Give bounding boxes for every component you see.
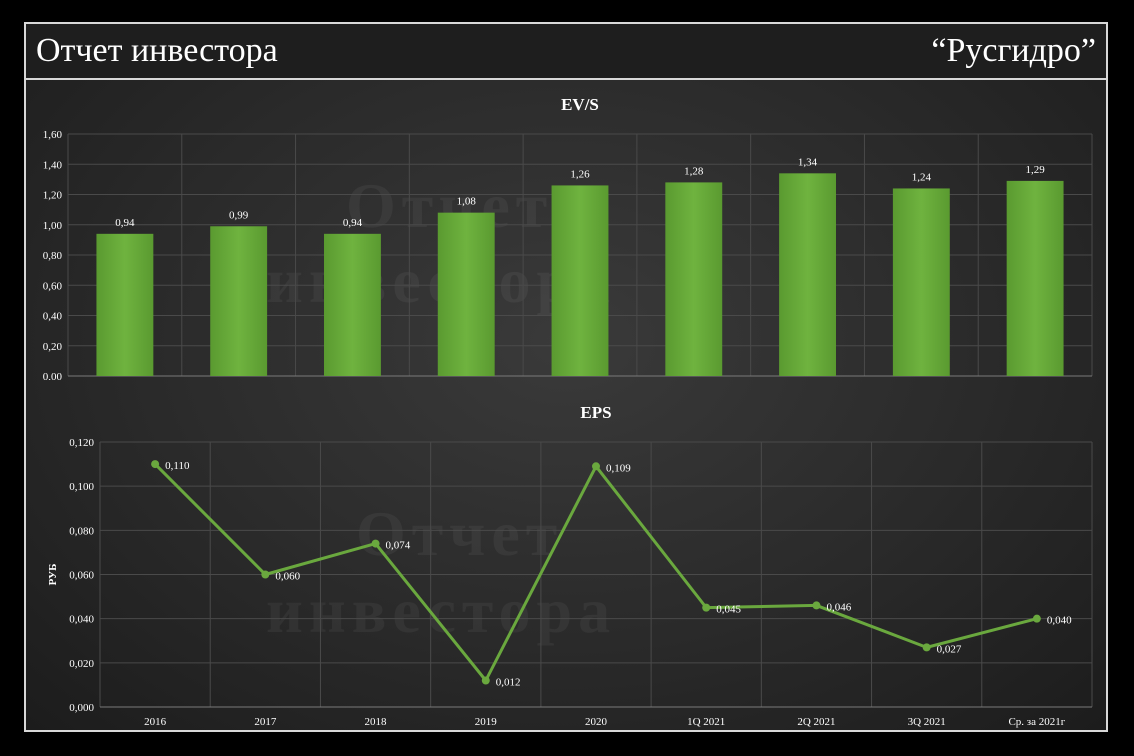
eps-point	[702, 603, 711, 612]
evs-chart: EV/S 0,00 0,20 0,40 0,60 0,80 1,00 1,20 1,40 1,60…	[43, 95, 1093, 380]
evs-bar	[1006, 180, 1064, 376]
evs-data-label: 1,28	[684, 165, 704, 177]
evs-data-label: 1,26	[570, 168, 590, 180]
evs-data-label: 0,94	[115, 217, 135, 229]
evs-bar	[665, 182, 723, 376]
eps-data-label: 0,110	[165, 460, 190, 472]
evs-y-tick-label: 0,00	[43, 371, 63, 380]
evs-bar	[210, 226, 268, 376]
eps-x-tick-label: 2Q 2021	[797, 716, 835, 728]
evs-bar	[96, 233, 154, 376]
eps-data-label: 0,012	[496, 677, 521, 689]
evs-y-tick-label: 1,60	[43, 129, 63, 141]
eps-x-tick-label: 2016	[144, 716, 167, 728]
eps-y-tick-label: 0,040	[69, 614, 94, 626]
eps-point	[371, 539, 380, 548]
eps-y-tick-label: 0,100	[69, 481, 94, 493]
evs-y-tick-label: 0,60	[43, 280, 63, 292]
evs-data-label: 1,29	[1025, 164, 1045, 176]
eps-x-tick-label: 3Q 2021	[908, 716, 946, 728]
evs-data-label: 1,24	[912, 171, 932, 183]
eps-y-tick-label: 0,020	[69, 658, 94, 670]
eps-y-tick-label: 0,080	[69, 525, 94, 537]
watermark-bottom-line1: Отчет	[356, 498, 564, 569]
eps-y-axis-label: РУБ	[47, 564, 59, 586]
watermark-bottom-line2: инвестора	[266, 575, 617, 646]
eps-point	[151, 460, 160, 469]
eps-y-tick-label: 0,000	[69, 702, 94, 714]
evs-data-label: 0,99	[229, 209, 249, 221]
evs-y-tick-label: 1,00	[43, 220, 63, 232]
evs-y-tick-label: 0,40	[43, 311, 63, 323]
evs-data-label: 0,94	[343, 217, 363, 229]
evs-y-tick-label: 1,20	[43, 190, 63, 202]
eps-y-tick-label: 0,120	[69, 437, 94, 449]
header-bar: Отчет инвестора “Русгидро”	[26, 24, 1106, 80]
eps-point	[1032, 614, 1041, 623]
eps-data-label: 0,040	[1047, 615, 1072, 627]
header-title: Отчет инвестора	[36, 32, 278, 69]
evs-data-label: 1,08	[457, 196, 477, 208]
evs-y-tick-label: 0,20	[43, 341, 63, 353]
evs-bar	[324, 233, 381, 376]
evs-data-label: 1,34	[798, 156, 818, 168]
evs-y-tick-label: 1,40	[43, 159, 63, 171]
eps-y-tick-label: 0,060	[69, 570, 94, 582]
eps-point	[592, 462, 600, 471]
eps-x-tick-label: 2017	[254, 716, 277, 728]
eps-point	[812, 601, 821, 610]
eps-point	[922, 643, 931, 652]
evs-title: EV/S	[561, 95, 599, 114]
eps-data-label: 0,046	[826, 601, 851, 613]
evs-bar	[779, 173, 836, 376]
eps-x-tick-label: 2018	[365, 716, 388, 728]
eps-data-label: 0,045	[716, 604, 741, 616]
eps-data-label: 0,109	[606, 462, 631, 474]
eps-point	[481, 676, 490, 685]
eps-data-label: 0,060	[275, 571, 300, 583]
report-frame: Отчет инвестора “Русгидро” Отчет инвесто…	[24, 22, 1108, 732]
header-company: “Русгидро”	[931, 32, 1096, 69]
eps-chart: EPS 0,000 0,020 0,040 0,060 0,080 0,100 0,120 20…	[47, 403, 1093, 728]
eps-data-label: 0,074	[386, 540, 411, 552]
eps-title: EPS	[580, 403, 611, 422]
eps-x-tick-label: 1Q 2021	[687, 716, 725, 728]
evs-bar	[437, 212, 495, 376]
eps-x-tick-label: Ср. за 2021г	[1008, 716, 1065, 728]
eps-x-tick-label: 2019	[475, 716, 498, 728]
evs-y-tick-label: 0,80	[43, 250, 63, 262]
eps-point	[261, 570, 270, 579]
evs-bar	[551, 185, 609, 376]
evs-bar	[892, 188, 950, 376]
eps-data-label: 0,027	[937, 643, 962, 655]
eps-x-tick-label: 2020	[585, 716, 608, 728]
